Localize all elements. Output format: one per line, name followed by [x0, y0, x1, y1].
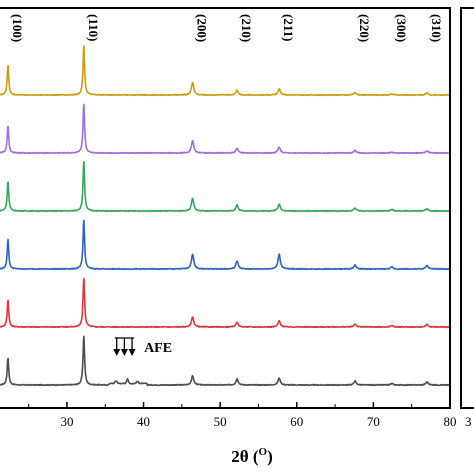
right-panel-tick-label: 3: [465, 414, 472, 429]
afe-arrow-head: [120, 349, 128, 356]
peak-label: (100): [10, 14, 25, 42]
afe-label: AFE: [144, 341, 172, 356]
x-tick-label: 30: [60, 414, 73, 429]
x-axis: 30 40 50 60 70 80: [28, 402, 457, 429]
peak-label: (110): [86, 14, 101, 41]
xrd-series: [0, 335, 451, 387]
peak-labels: (100) (110) (200) (210) (211) (220) (300) (310): [10, 14, 444, 42]
x-tick-label: 80: [444, 414, 457, 429]
xrd-traces: [0, 45, 451, 387]
x-tick-label: 70: [367, 414, 380, 429]
peak-label: (200): [195, 14, 210, 42]
afe-arrow-head: [113, 349, 121, 356]
x-axis-label-superscript: O: [259, 446, 268, 458]
xrd-series: [0, 103, 451, 155]
xrd-series: [0, 45, 451, 97]
afe-annotation: AFE: [113, 337, 172, 356]
right-panel-frame: [460, 7, 474, 409]
xrd-series: [0, 161, 451, 213]
x-tick-label: 40: [137, 414, 150, 429]
xrd-series: [0, 219, 451, 271]
peak-label: (210): [239, 14, 254, 42]
x-tick-label: 50: [214, 414, 227, 429]
peak-label: (211): [281, 14, 296, 41]
main-plot-frame: [0, 7, 451, 409]
peak-label: (300): [394, 14, 409, 42]
xrd-series: [0, 277, 451, 329]
x-tick-label: 60: [290, 414, 303, 429]
afe-arrow-head: [128, 349, 136, 356]
peak-label: (310): [429, 14, 444, 42]
peak-label: (220): [357, 14, 372, 42]
x-axis-label: 2θ (O): [231, 446, 273, 466]
